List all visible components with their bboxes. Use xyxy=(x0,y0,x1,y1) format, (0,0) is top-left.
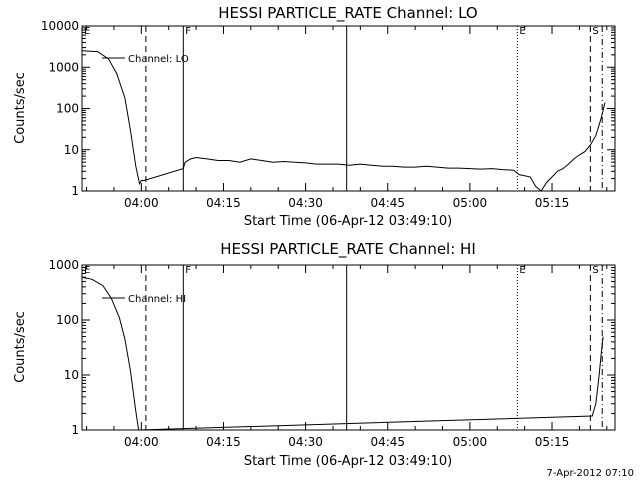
x-tick-label: 05:15 xyxy=(535,435,570,449)
time-marker-label: S xyxy=(592,26,598,37)
x-tick-label: 04:00 xyxy=(124,196,159,210)
x-tick-label: 04:15 xyxy=(206,435,241,449)
x-tick-label: 04:45 xyxy=(370,196,405,210)
chart-title: HESSI PARTICLE_RATE Channel: LO xyxy=(218,4,477,23)
y-tick-label: 10 xyxy=(64,368,79,382)
chart-panel-lo: HESSI PARTICLE_RATE Channel: LO Counts/s… xyxy=(13,4,616,229)
time-marker-label: E xyxy=(84,26,90,37)
y-axis-label: Counts/sec xyxy=(13,72,28,144)
y-ticks: 1 10 100 1000 xyxy=(48,258,615,437)
x-tick-label: 04:30 xyxy=(288,435,323,449)
x-tick-label: 04:00 xyxy=(124,435,159,449)
series-line xyxy=(81,276,604,431)
chart-title: HESSI PARTICLE_RATE Channel: HI xyxy=(220,240,476,259)
y-tick-label: 100 xyxy=(56,313,79,327)
x-axis-label: Start Time (06-Apr-12 03:49:10) xyxy=(244,214,452,229)
x-ticks: 04:00 04:15 04:30 04:45 05:00 05:15 xyxy=(86,26,608,210)
y-tick-label: 1 xyxy=(71,184,79,198)
chart-panel-hi: HESSI PARTICLE_RATE Channel: HI Counts/s… xyxy=(13,240,616,469)
y-tick-label: 10 xyxy=(64,143,79,157)
x-ticks: 04:00 04:15 04:30 04:45 05:00 05:15 xyxy=(86,265,608,449)
y-axis-label: Counts/sec xyxy=(13,311,28,383)
y-tick-label: 1000 xyxy=(48,258,79,272)
time-marker-label: E xyxy=(84,265,90,276)
plot-frame xyxy=(81,25,616,192)
legend: Channel: HI xyxy=(102,294,186,305)
series-group xyxy=(81,276,604,431)
series-line xyxy=(81,50,606,192)
y-tick-label: 1 xyxy=(71,423,79,437)
x-tick-label: 04:15 xyxy=(206,196,241,210)
legend-label: Channel: HI xyxy=(128,294,186,305)
plot-frame xyxy=(81,264,616,431)
y-tick-label: 100 xyxy=(56,102,79,116)
x-tick-label: 04:30 xyxy=(288,196,323,210)
y-tick-label: 1000 xyxy=(48,60,79,74)
time-marker-label: S xyxy=(592,265,598,276)
x-tick-label: 05:15 xyxy=(535,196,570,210)
legend: Channel: LO xyxy=(102,54,189,65)
time-marker-label: F xyxy=(185,265,191,276)
time-marker-label: E xyxy=(519,265,525,276)
x-axis-label: Start Time (06-Apr-12 03:49:10) xyxy=(244,454,452,469)
series-group xyxy=(81,50,606,192)
y-ticks: 1 10 100 1000 10000 xyxy=(41,19,615,198)
y-tick-label: 10000 xyxy=(41,19,79,33)
x-tick-label: 05:00 xyxy=(453,435,488,449)
time-marker-label: E xyxy=(519,26,525,37)
footer-date: 7-Apr-2012 07:10 xyxy=(547,468,634,479)
time-marker-label: F xyxy=(185,26,191,37)
x-tick-label: 05:00 xyxy=(453,196,488,210)
x-tick-label: 04:45 xyxy=(370,435,405,449)
legend-label: Channel: LO xyxy=(128,54,189,65)
